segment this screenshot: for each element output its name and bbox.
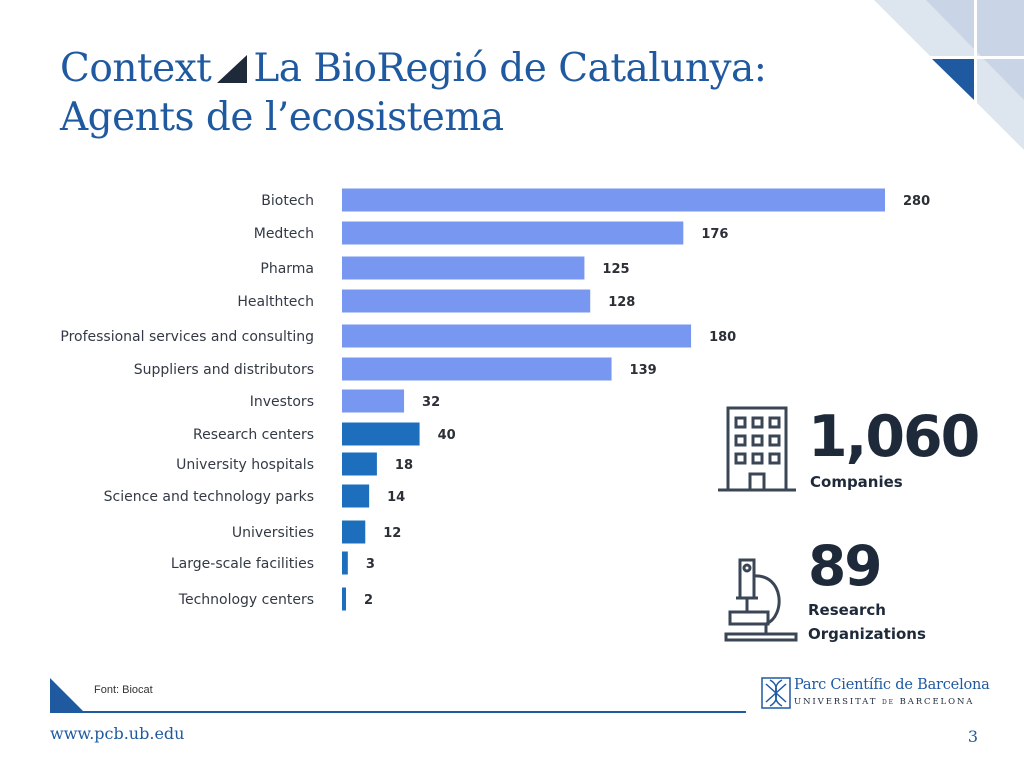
corner-decoration <box>874 0 1024 150</box>
value-label: 12 <box>383 526 401 541</box>
logo-sub-de: DE <box>881 699 895 706</box>
research-label-2: Organizations <box>808 625 926 643</box>
bar <box>342 324 692 348</box>
category-label: Research centers <box>193 427 314 443</box>
companies-label: Companies <box>810 473 903 491</box>
category-label: Universities <box>232 525 314 541</box>
category-label: University hospitals <box>176 457 314 473</box>
value-label: 180 <box>709 330 736 345</box>
chart-bars-layer: Biotech 280 Medtech 176 Pharma 125 Healthtech 1… <box>60 188 930 611</box>
bar <box>342 484 370 508</box>
logo-sub-prefix: UNIVERSITAT <box>794 697 878 707</box>
category-label: Technology centers <box>178 592 314 608</box>
pcb-logo-icon <box>761 677 791 709</box>
value-label: 2 <box>364 593 373 608</box>
bar <box>342 422 420 446</box>
category-label: Medtech <box>254 226 314 242</box>
category-label: Biotech <box>261 193 314 209</box>
research-count: 89 <box>808 534 883 598</box>
title-line-1: Context La BioRegió de Catalunya: <box>60 44 767 93</box>
bar <box>342 357 612 381</box>
microscope-icon <box>724 558 798 642</box>
bar <box>342 221 684 245</box>
category-label: Large-scale facilities <box>171 556 314 572</box>
bar <box>342 389 405 413</box>
source-note: Font: Biocat <box>94 684 153 696</box>
category-label: Investors <box>250 394 314 410</box>
bar <box>342 452 377 476</box>
value-label: 176 <box>701 227 728 242</box>
source-triangle-icon <box>50 678 84 712</box>
pcb-logo-university: UNIVERSITAT DE BARCELONA <box>794 697 974 707</box>
title-region: La BioRegió de Catalunya: <box>253 46 767 91</box>
bar <box>342 551 348 575</box>
building-icon <box>718 406 796 492</box>
value-label: 128 <box>608 295 635 310</box>
logo-sub-suffix: BARCELONA <box>899 697 975 707</box>
category-label: Pharma <box>260 261 314 277</box>
value-label: 3 <box>366 557 375 572</box>
value-label: 280 <box>903 194 930 209</box>
research-label-1: Research <box>808 601 886 619</box>
value-label: 40 <box>438 428 456 443</box>
bar <box>342 188 885 212</box>
triangle-icon <box>217 55 248 83</box>
footer-divider <box>50 711 746 713</box>
value-label: 139 <box>630 363 657 378</box>
value-label: 14 <box>387 490 405 505</box>
value-label: 32 <box>422 395 440 410</box>
pcb-logo-name: Parc Científic de Barcelona <box>794 677 990 693</box>
category-label: Science and technology parks <box>104 489 314 505</box>
page-number: 3 <box>967 727 978 746</box>
title-line-2: Agents de l’ecosistema <box>60 95 504 140</box>
category-label: Suppliers and distributors <box>134 362 314 378</box>
bar <box>342 520 366 544</box>
bar <box>342 587 346 611</box>
bar <box>342 256 585 280</box>
bar-chart: Biotech 280 Medtech 176 Pharma 125 Healthtech 1… <box>60 188 930 611</box>
slide-title: Context La BioRegió de Catalunya: Agents … <box>60 44 767 142</box>
title-context: Context <box>60 46 212 91</box>
footer-website-link[interactable]: www.pcb.ub.edu <box>50 724 185 743</box>
bar <box>342 289 591 313</box>
value-label: 18 <box>395 458 413 473</box>
category-label: Healthtech <box>237 294 314 310</box>
companies-count: 1,060 <box>808 404 980 470</box>
value-label: 125 <box>602 262 629 277</box>
category-label: Professional services and consulting <box>60 329 314 345</box>
pcb-logo: Parc Científic de Barcelona UNIVERSITAT … <box>760 676 990 716</box>
